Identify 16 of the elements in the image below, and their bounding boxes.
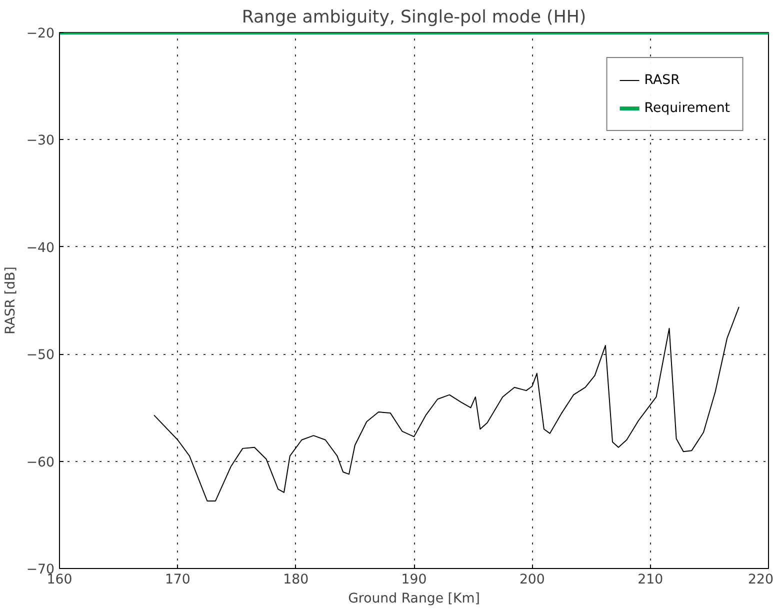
x-tick-label: 210 [638, 572, 664, 588]
legend-label: Requirement [644, 100, 730, 116]
x-tick-label: 170 [164, 572, 190, 588]
x-axis-title: Ground Range [Km] [348, 592, 480, 606]
y-tick-label: −20 [26, 26, 55, 42]
y-tick-label: −40 [26, 240, 55, 256]
y-tick-label: −60 [26, 455, 55, 470]
chart-title: Range ambiguity, Single-pol mode (HH) [242, 8, 586, 28]
legend-label: RASR [644, 72, 680, 88]
x-tick-label: 200 [519, 572, 545, 588]
y-tick-label: −30 [26, 134, 55, 149]
x-tick-label: 180 [283, 572, 309, 588]
y-axis-title: RASR [dB] [3, 266, 18, 334]
x-tick-label: 190 [401, 572, 427, 588]
y-tick-label: −50 [26, 348, 55, 364]
x-tick-label: 220 [748, 572, 773, 588]
